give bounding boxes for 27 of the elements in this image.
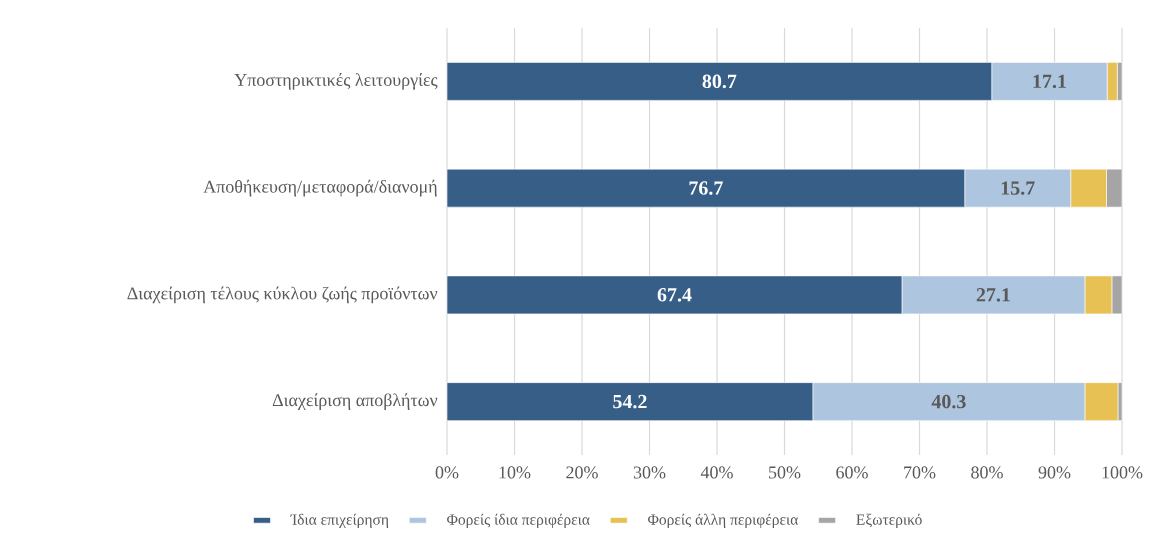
data-label: 15.7	[1001, 181, 1035, 195]
legend-label: Εξωτερικό	[856, 513, 922, 528]
legend-label: Ίδια επιχείρηση	[290, 513, 389, 528]
legend-label: Φορείς άλλη περιφέρεια	[648, 513, 798, 528]
x-tick-label: 10%	[499, 466, 531, 479]
y-tick-label: Αποθήκευση/μεταφορά/διανομή	[203, 179, 437, 197]
x-tick-label: 80%	[971, 466, 1003, 479]
data-label: 40.3	[931, 394, 966, 409]
data-label: 17.1	[1033, 74, 1066, 89]
data-label: 67.4	[657, 288, 692, 302]
data-label: 54.2	[613, 394, 647, 409]
data-label: 76.7	[689, 181, 723, 195]
x-tick-label: 0%	[435, 466, 459, 479]
legend-label: Φορείς ίδια περιφέρεια	[447, 513, 590, 528]
x-tick-label: 20%	[566, 466, 598, 479]
y-tick-label: Διαχείριση αποβλήτων	[272, 393, 438, 410]
x-tick-label: 40%	[700, 466, 733, 479]
y-tick-label: Διαχείριση τέλους κύκλου ζωής προϊόντων	[127, 286, 438, 304]
data-label: 80.7	[702, 74, 737, 89]
x-tick-label: 30%	[633, 466, 666, 479]
y-tick-label: Υποστηρικτικές λειτουργίες	[234, 73, 438, 90]
x-tick-label: 100%	[1102, 466, 1143, 479]
data-label: 27.1	[976, 288, 1010, 302]
x-tick-label: 50%	[769, 466, 801, 479]
x-tick-label: 70%	[904, 466, 936, 479]
x-tick-label: 60%	[836, 466, 868, 479]
x-tick-label: 90%	[1038, 466, 1071, 479]
